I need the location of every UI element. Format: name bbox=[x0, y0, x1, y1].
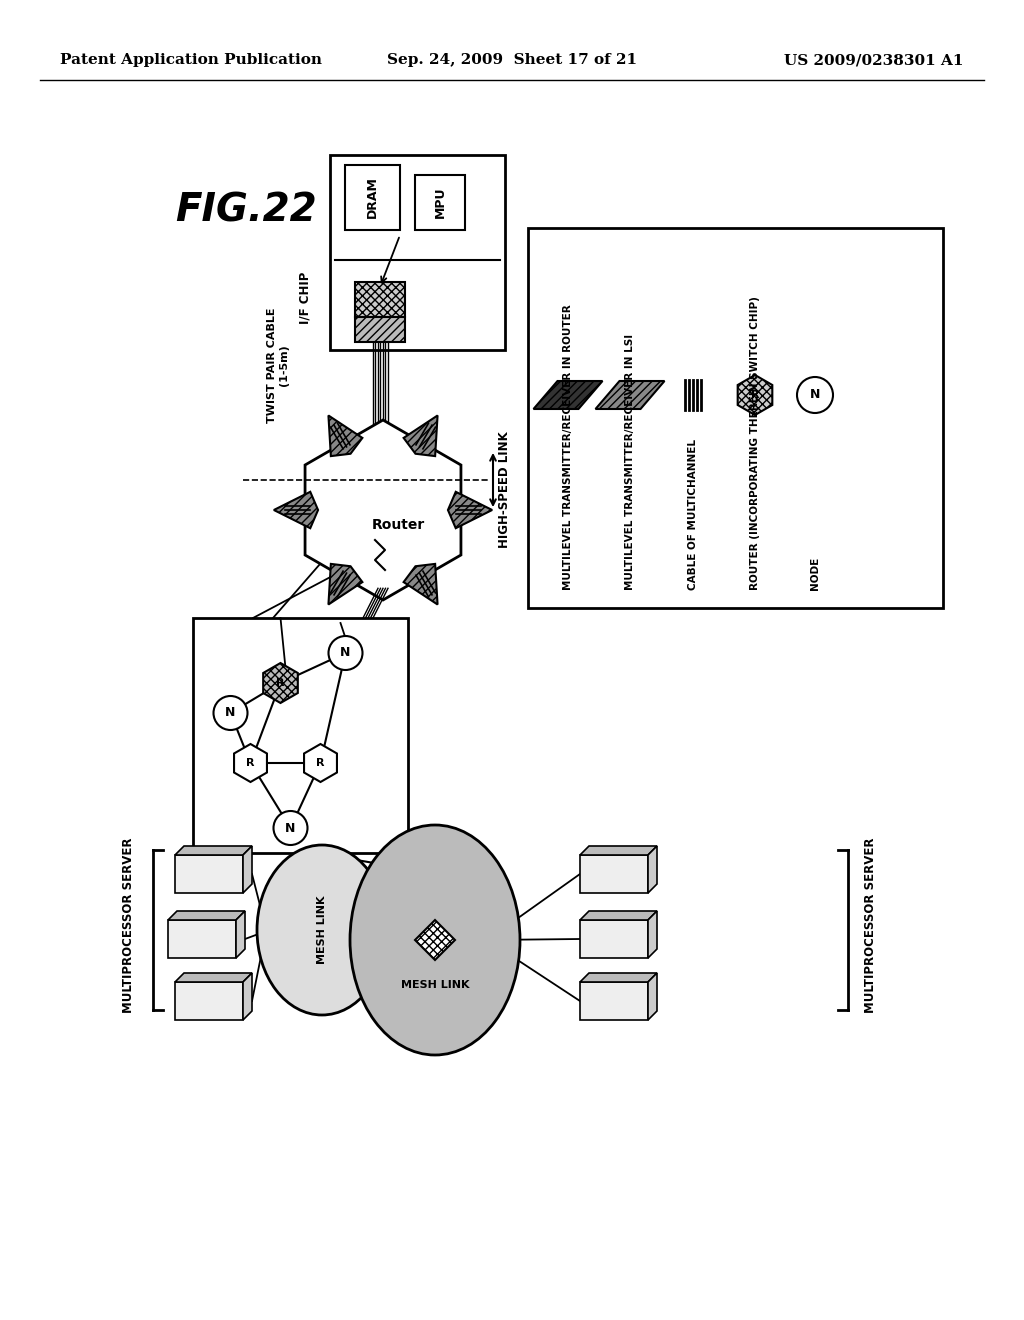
Text: HIGH-SPEED LINK: HIGH-SPEED LINK bbox=[498, 432, 511, 548]
FancyBboxPatch shape bbox=[168, 920, 236, 958]
Polygon shape bbox=[580, 846, 657, 855]
Polygon shape bbox=[236, 911, 245, 958]
Polygon shape bbox=[329, 416, 362, 457]
FancyBboxPatch shape bbox=[355, 317, 406, 342]
FancyBboxPatch shape bbox=[345, 165, 400, 230]
Polygon shape bbox=[403, 416, 437, 457]
Text: US 2009/0238301 A1: US 2009/0238301 A1 bbox=[784, 53, 964, 67]
Circle shape bbox=[213, 696, 248, 730]
FancyBboxPatch shape bbox=[415, 176, 465, 230]
Polygon shape bbox=[304, 744, 337, 781]
Polygon shape bbox=[580, 973, 657, 982]
Text: DRAM: DRAM bbox=[366, 176, 379, 218]
Polygon shape bbox=[447, 492, 493, 528]
Polygon shape bbox=[648, 846, 657, 894]
FancyBboxPatch shape bbox=[193, 618, 408, 853]
Polygon shape bbox=[273, 492, 318, 528]
Polygon shape bbox=[329, 564, 362, 605]
FancyBboxPatch shape bbox=[580, 920, 648, 958]
Text: MULTILEVEL TRANSMITTER/RECEIVER IN ROUTER: MULTILEVEL TRANSMITTER/RECEIVER IN ROUTE… bbox=[563, 304, 573, 590]
Text: N: N bbox=[225, 706, 236, 719]
Text: MULTILEVEL TRANSMITTER/RECEIVER IN LSI: MULTILEVEL TRANSMITTER/RECEIVER IN LSI bbox=[625, 334, 635, 590]
Polygon shape bbox=[403, 564, 437, 605]
Text: MULTIPROCESSOR SERVER: MULTIPROCESSOR SERVER bbox=[122, 837, 134, 1012]
Text: TWIST PAIR CABLE
(1-5m): TWIST PAIR CABLE (1-5m) bbox=[267, 308, 289, 422]
FancyBboxPatch shape bbox=[175, 855, 243, 894]
FancyBboxPatch shape bbox=[175, 982, 243, 1020]
Text: R: R bbox=[316, 758, 325, 768]
FancyBboxPatch shape bbox=[330, 154, 505, 350]
Text: MESH LINK: MESH LINK bbox=[317, 896, 327, 964]
FancyBboxPatch shape bbox=[580, 982, 648, 1020]
Text: FIG.22: FIG.22 bbox=[175, 191, 316, 228]
Text: I/F CHIP: I/F CHIP bbox=[299, 272, 311, 325]
Text: R: R bbox=[246, 758, 255, 768]
Circle shape bbox=[329, 636, 362, 671]
Text: MPU: MPU bbox=[433, 186, 446, 218]
Polygon shape bbox=[580, 911, 657, 920]
Text: CABLE OF MULTICHANNEL: CABLE OF MULTICHANNEL bbox=[688, 440, 698, 590]
Text: MESH LINK: MESH LINK bbox=[400, 979, 469, 990]
FancyBboxPatch shape bbox=[355, 282, 406, 317]
Polygon shape bbox=[415, 920, 455, 960]
Text: Router: Router bbox=[372, 517, 425, 532]
Polygon shape bbox=[234, 744, 267, 781]
FancyBboxPatch shape bbox=[580, 855, 648, 894]
Text: R: R bbox=[276, 678, 285, 688]
Text: N: N bbox=[340, 647, 350, 660]
Text: ROUTER (INCORPORATING THEREIN SWITCH CHIP): ROUTER (INCORPORATING THEREIN SWITCH CHI… bbox=[750, 296, 760, 590]
Polygon shape bbox=[168, 911, 245, 920]
Polygon shape bbox=[648, 911, 657, 958]
Text: NODE: NODE bbox=[810, 557, 820, 590]
Text: Patent Application Publication: Patent Application Publication bbox=[60, 53, 322, 67]
Text: N: N bbox=[810, 388, 820, 401]
FancyBboxPatch shape bbox=[528, 228, 943, 609]
Polygon shape bbox=[175, 973, 252, 982]
Ellipse shape bbox=[350, 825, 520, 1055]
Polygon shape bbox=[175, 846, 252, 855]
Polygon shape bbox=[737, 375, 772, 414]
Text: N: N bbox=[286, 821, 296, 834]
Text: MULTIPROCESSOR SERVER: MULTIPROCESSOR SERVER bbox=[863, 837, 877, 1012]
Ellipse shape bbox=[257, 845, 387, 1015]
Polygon shape bbox=[243, 846, 252, 894]
Text: R: R bbox=[751, 389, 759, 400]
Polygon shape bbox=[263, 663, 298, 704]
Circle shape bbox=[797, 378, 833, 413]
Polygon shape bbox=[648, 973, 657, 1020]
Polygon shape bbox=[596, 381, 665, 409]
Polygon shape bbox=[243, 973, 252, 1020]
Polygon shape bbox=[534, 381, 602, 409]
Text: Sep. 24, 2009  Sheet 17 of 21: Sep. 24, 2009 Sheet 17 of 21 bbox=[387, 53, 637, 67]
Polygon shape bbox=[305, 420, 461, 601]
Circle shape bbox=[273, 810, 307, 845]
